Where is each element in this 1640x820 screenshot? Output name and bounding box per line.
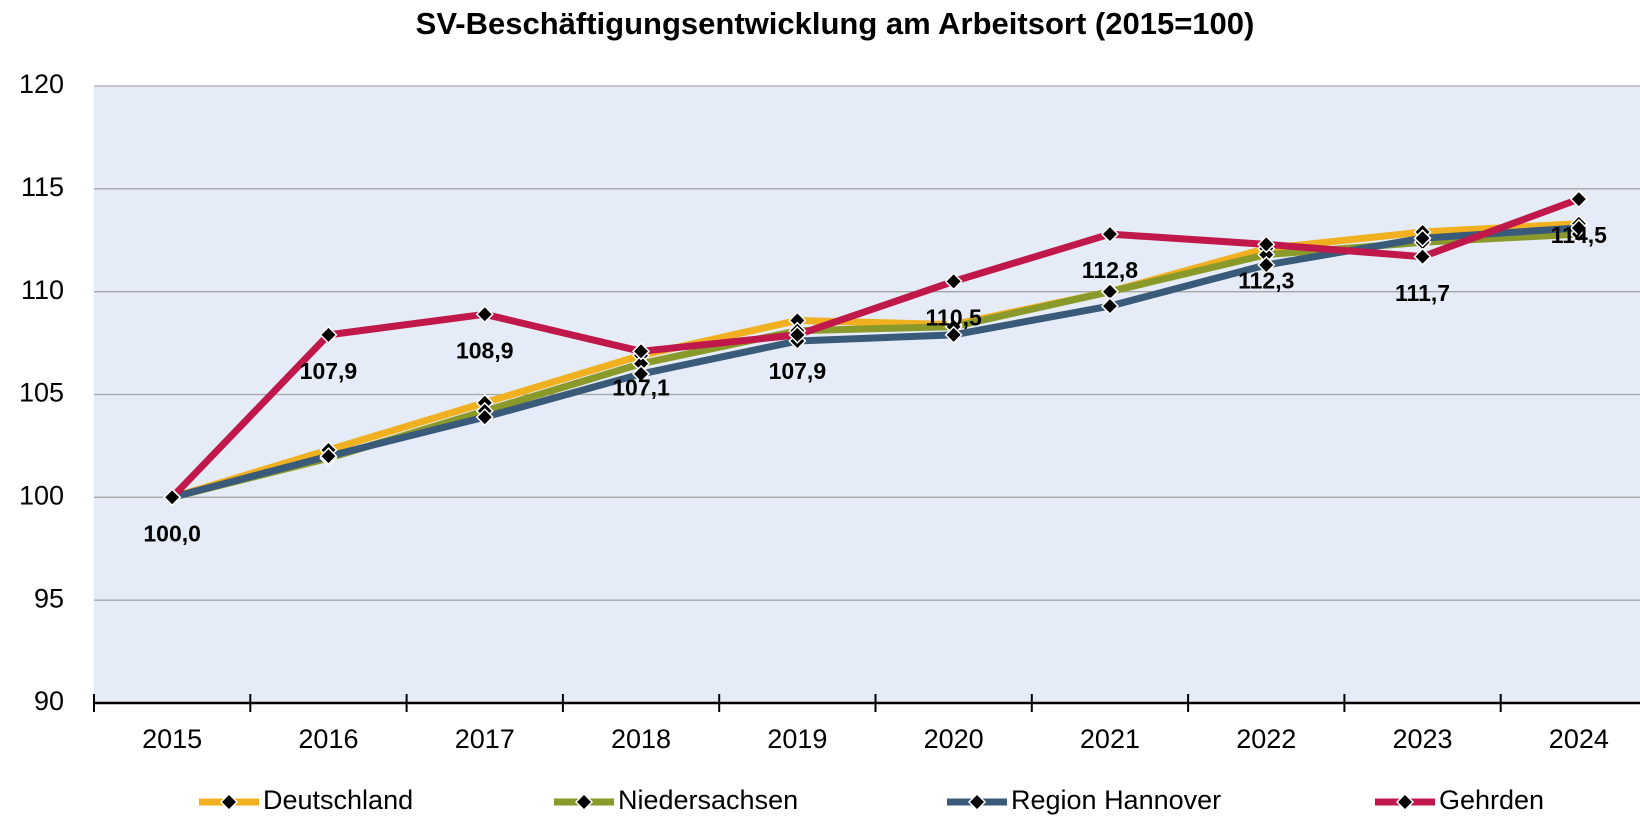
- data-label: 112,3: [1238, 267, 1294, 293]
- x-tick-label: 2016: [298, 724, 358, 754]
- legend-label: Gehrden: [1439, 785, 1544, 815]
- y-tick-label: 110: [21, 275, 64, 305]
- x-tick-label: 2018: [611, 724, 671, 754]
- y-tick-label: 95: [34, 583, 64, 613]
- data-label: 112,8: [1082, 257, 1138, 283]
- y-tick-label: 90: [34, 686, 64, 716]
- x-tick-label: 2019: [767, 724, 827, 754]
- x-tick-label: 2020: [924, 724, 984, 754]
- marker: [1413, 229, 1432, 248]
- x-tick-label: 2022: [1236, 724, 1296, 754]
- data-label: 107,9: [769, 358, 827, 384]
- data-label: 100,0: [143, 520, 201, 546]
- x-tick-label: 2023: [1393, 724, 1453, 754]
- data-label: 107,9: [300, 358, 358, 384]
- marker: [1100, 297, 1120, 316]
- data-label: 108,9: [456, 337, 514, 363]
- series-line: [171, 220, 1580, 501]
- marker: [1569, 190, 1588, 209]
- marker: [475, 305, 494, 324]
- marker: [788, 325, 807, 344]
- legend-marker: [219, 792, 239, 812]
- legend-marker: [967, 792, 987, 812]
- marker: [475, 408, 494, 427]
- marker: [1413, 247, 1432, 266]
- legend-marker: [1395, 792, 1415, 812]
- marker: [631, 342, 651, 361]
- legend-label: Niedersachsen: [618, 785, 798, 815]
- x-tick-label: 2015: [142, 724, 202, 754]
- y-tick-label: 115: [21, 172, 64, 202]
- x-tick-label: 2017: [455, 724, 515, 754]
- marker: [631, 364, 651, 383]
- marker: [319, 325, 338, 344]
- marker: [1100, 225, 1120, 244]
- marker: [163, 488, 182, 507]
- y-tick-label: 120: [19, 69, 64, 99]
- marker: [1257, 255, 1276, 274]
- marker: [944, 325, 963, 344]
- data-label: 111,7: [1395, 280, 1450, 306]
- data-label: 114,5: [1551, 222, 1607, 248]
- legend-label: Deutschland: [263, 785, 413, 815]
- x-tick-label: 2021: [1080, 724, 1140, 754]
- marker: [1257, 235, 1276, 254]
- marker: [944, 272, 963, 291]
- y-tick-label: 105: [19, 378, 64, 408]
- chart-title: SV-Beschäftigungsentwicklung am Arbeitso…: [416, 6, 1255, 41]
- data-label: 110,5: [926, 304, 982, 330]
- series-line: [169, 195, 1581, 500]
- marker: [319, 447, 338, 466]
- x-tick-label: 2024: [1549, 724, 1609, 754]
- legend-label: Region Hannover: [1011, 785, 1221, 815]
- data-label: 107,1: [612, 374, 670, 400]
- legend-marker: [574, 792, 594, 812]
- marker: [1569, 218, 1588, 237]
- y-tick-label: 100: [19, 480, 64, 510]
